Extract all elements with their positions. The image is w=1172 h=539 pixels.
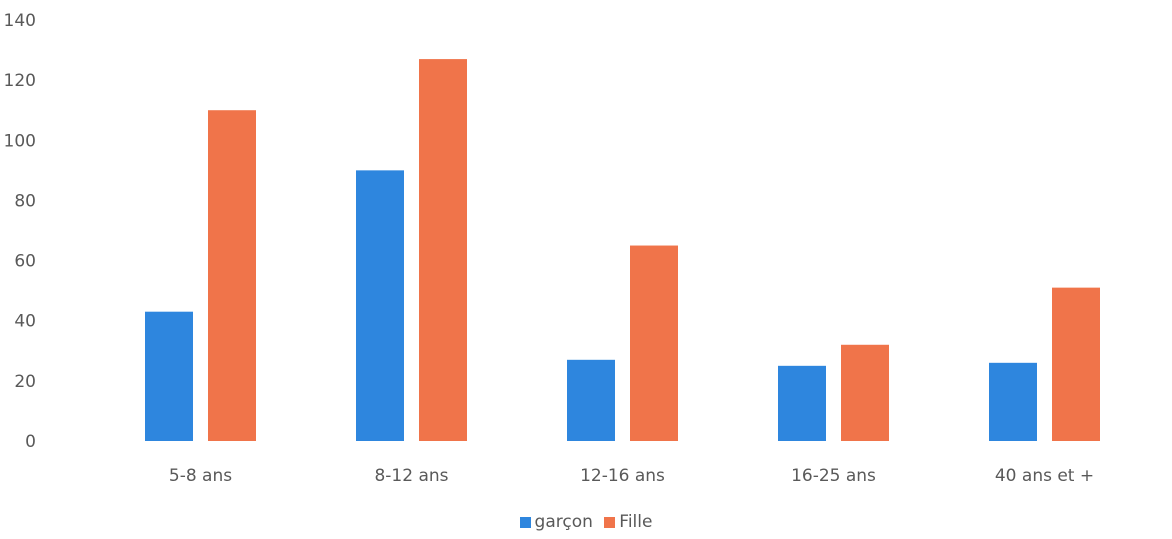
bars xyxy=(145,59,1100,441)
y-tick-label: 40 xyxy=(14,312,36,332)
y-axis: 0 20 40 60 80 100 120 140 xyxy=(4,11,36,452)
legend-swatch-fille xyxy=(604,516,616,528)
legend-label-garcon: garçon xyxy=(534,512,593,532)
bar-garcon xyxy=(989,362,1037,441)
y-tick-label: 120 xyxy=(4,71,36,91)
x-tick-label: 5-8 ans xyxy=(169,466,232,486)
y-tick-label: 80 xyxy=(14,191,36,211)
bar-fille xyxy=(841,344,889,441)
legend-label-fille: Fille xyxy=(619,512,653,532)
bar-fille xyxy=(630,245,678,441)
x-tick-label: 8-12 ans xyxy=(374,466,448,486)
x-tick-label: 16-25 ans xyxy=(791,466,876,486)
legend: garçon Fille xyxy=(0,512,1172,533)
x-tick-label: 12-16 ans xyxy=(580,466,665,486)
bar-garcon xyxy=(778,365,826,441)
bar-garcon xyxy=(356,170,404,441)
bar-garcon xyxy=(145,311,193,441)
y-tick-label: 140 xyxy=(4,11,36,31)
bar-chart: 0 20 40 60 80 100 120 140 5-8 ans 8-12 ans 12-16 … xyxy=(4,11,1100,486)
legend-item-garcon: garçon xyxy=(519,512,593,532)
x-axis: 5-8 ans 8-12 ans 12-16 ans 16-25 ans 40 ans … xyxy=(169,466,1094,486)
legend-item-fille: Fille xyxy=(604,512,652,532)
y-tick-label: 100 xyxy=(4,131,36,151)
y-tick-label: 60 xyxy=(14,252,36,272)
bar-fille xyxy=(208,110,256,441)
bar-fille xyxy=(1052,287,1100,441)
y-tick-label: 20 xyxy=(14,372,36,392)
bar-fille xyxy=(419,59,467,441)
x-tick-label: 40 ans et + xyxy=(995,466,1094,486)
legend-swatch-garcon xyxy=(519,516,531,528)
y-tick-label: 0 xyxy=(25,432,36,452)
bar-garcon xyxy=(567,359,615,441)
